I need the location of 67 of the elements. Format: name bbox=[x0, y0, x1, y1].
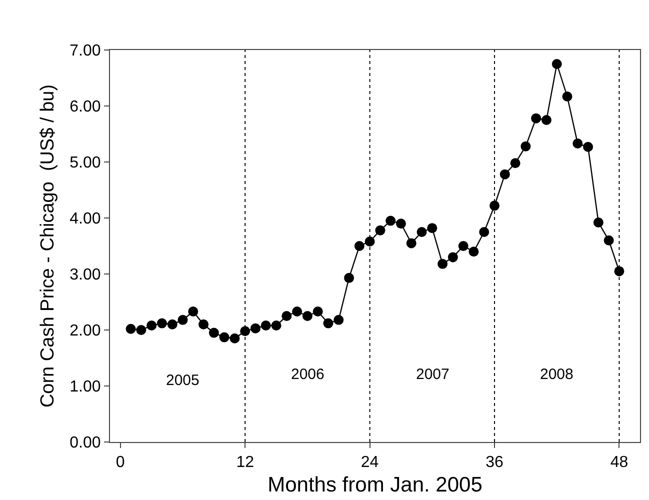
point bbox=[126, 324, 136, 334]
x-tick-label: 12 bbox=[236, 454, 254, 472]
annotation: 2007 bbox=[416, 366, 450, 383]
point bbox=[510, 158, 520, 168]
x-tick-label: 48 bbox=[610, 454, 628, 472]
y-tick-label: 1.00 bbox=[70, 378, 101, 396]
y-tick-label: 4.00 bbox=[70, 210, 101, 228]
point bbox=[552, 59, 562, 69]
point bbox=[292, 306, 302, 317]
point bbox=[396, 218, 406, 229]
y-tick-label: 0.00 bbox=[70, 434, 101, 452]
point bbox=[500, 169, 510, 180]
x-tick-label: 24 bbox=[360, 454, 379, 472]
point bbox=[562, 91, 572, 102]
point bbox=[438, 258, 448, 269]
point bbox=[302, 311, 312, 321]
point bbox=[323, 318, 334, 328]
point bbox=[312, 306, 323, 317]
point bbox=[479, 227, 490, 237]
point bbox=[416, 227, 427, 237]
point bbox=[178, 314, 188, 325]
point bbox=[344, 272, 354, 283]
y-tick-label: 5.00 bbox=[70, 154, 101, 172]
x-axis-title: Months from Jan. 2005 bbox=[268, 473, 482, 496]
point bbox=[583, 142, 594, 152]
point bbox=[188, 306, 198, 317]
point bbox=[541, 115, 552, 125]
point bbox=[271, 320, 282, 331]
point bbox=[531, 113, 542, 124]
annotation: 2006 bbox=[291, 366, 324, 383]
point bbox=[198, 319, 209, 330]
point bbox=[572, 138, 583, 149]
y-tick-label: 3.00 bbox=[70, 266, 101, 284]
point bbox=[136, 325, 146, 335]
y-tick-label: 7.00 bbox=[70, 42, 101, 60]
point bbox=[468, 246, 479, 257]
annotation: 2008 bbox=[540, 366, 574, 383]
x-tick-label: 36 bbox=[486, 454, 504, 472]
point bbox=[260, 320, 271, 331]
y-tick-label: 6.00 bbox=[70, 98, 101, 116]
point bbox=[427, 223, 438, 234]
point bbox=[334, 314, 344, 325]
point bbox=[604, 235, 614, 246]
point bbox=[490, 200, 500, 211]
point bbox=[375, 225, 386, 236]
point bbox=[593, 217, 604, 228]
point bbox=[406, 238, 416, 248]
point bbox=[614, 266, 624, 276]
point bbox=[448, 252, 458, 262]
point bbox=[167, 319, 178, 330]
y-tick-label: 2.00 bbox=[70, 322, 101, 340]
point bbox=[458, 241, 468, 251]
annotation: 2005 bbox=[166, 372, 200, 389]
point bbox=[282, 311, 292, 321]
point bbox=[146, 320, 157, 331]
x-tick-label: 0 bbox=[116, 454, 125, 472]
point bbox=[219, 332, 230, 342]
point bbox=[386, 216, 396, 226]
point bbox=[230, 333, 240, 344]
point bbox=[156, 318, 167, 328]
point bbox=[240, 326, 250, 336]
y-axis-title: Corn Cash Price - Chicago (US$ / bu) bbox=[38, 84, 59, 408]
point bbox=[354, 241, 364, 251]
point bbox=[208, 328, 219, 338]
point bbox=[520, 141, 531, 152]
point bbox=[250, 323, 260, 334]
point bbox=[364, 236, 375, 247]
